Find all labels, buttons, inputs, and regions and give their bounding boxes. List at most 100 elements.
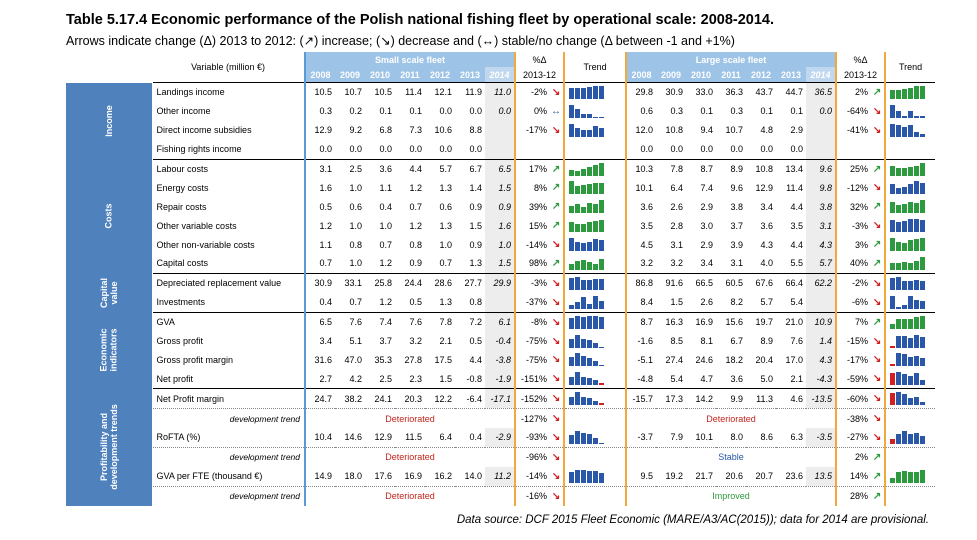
sparkline-bar (569, 104, 575, 118)
sparkline-bar (908, 124, 914, 137)
small-fleet-value: 1.6 (304, 178, 336, 198)
large-change-arrow-icon: ↘ (872, 373, 882, 385)
small-fleet-value: 1.5 (469, 220, 483, 231)
small-fleet-value: 30.9 (304, 272, 336, 293)
sparkline-bar (896, 335, 902, 348)
large-fleet-value: 67.6 (746, 272, 777, 293)
variable-label: Investments (152, 292, 306, 313)
small-fleet-value: 0.0 (469, 106, 483, 117)
sparkline-bar (581, 296, 587, 309)
small-trend-cell (563, 447, 628, 467)
large-fleet-value: 33.0 (686, 81, 717, 102)
large-fleet-value: 86.8 (626, 272, 657, 293)
large-trend-cell (884, 120, 936, 140)
sparkline-bar (599, 472, 605, 483)
sparkline (887, 123, 935, 137)
small-fleet-value: -6.4 (455, 388, 486, 410)
small-fleet-value: -1.9 (485, 369, 516, 389)
small-fleet-value: 8.8 (469, 125, 483, 136)
sparkline-bar (920, 402, 926, 406)
sparkline (566, 372, 624, 386)
small-fleet-value: 0.1 (379, 106, 393, 117)
sparkline-bar (920, 469, 926, 483)
sparkline-bar (575, 315, 581, 329)
large-fleet-value: 3.2 (670, 258, 684, 269)
small-trend-cell (563, 197, 628, 217)
table-row: development trend Deteriorated -96% ↘ Stable… (66, 447, 936, 467)
sparkline-bar (587, 129, 593, 137)
small-fleet-value: 33.1 (335, 272, 366, 293)
small-fleet-value: 6.5 (485, 158, 516, 179)
sparkline-bar (890, 438, 896, 444)
sparkline-bar (890, 184, 896, 195)
variable-header: Variable (million €) (191, 62, 265, 72)
sparkline-bar (902, 354, 908, 367)
large-pct-change: 2% (835, 81, 871, 102)
small-development-status: Deteriorated (304, 447, 516, 467)
variable-label: Repair costs (152, 197, 306, 217)
sparkline-bar (593, 85, 599, 99)
sparkline-bar (575, 87, 581, 99)
small-fleet-value: 11.9 (455, 81, 486, 102)
sparkline (887, 85, 935, 99)
small-trend-cell (563, 311, 628, 332)
small-fleet-value: 1.0 (439, 239, 453, 250)
variable-label: Depreciated replacement value (152, 272, 306, 293)
large-pct-change: -12% (835, 178, 871, 198)
sparkline-bar (896, 353, 902, 367)
small-pct-change: -14% (514, 466, 550, 487)
small-fleet-value: 12.1 (425, 81, 456, 102)
small-trend-cell (563, 178, 628, 198)
sparkline-bar (908, 240, 914, 252)
sparkline-bar (599, 278, 605, 290)
large-pct-change: 3% (835, 235, 871, 255)
large-year-header: 2013 (776, 67, 807, 83)
sparkline-bar (587, 184, 593, 195)
small-fleet-value: 3.1 (304, 158, 336, 179)
large-fleet-value: 3.5 (640, 220, 654, 231)
large-trend-header: Trend (884, 52, 936, 83)
small-fleet-value: 1.5 (485, 178, 516, 198)
small-trend-cell (563, 254, 628, 274)
large-fleet-value: 20.6 (716, 466, 747, 487)
large-pct-change: -59% (835, 369, 871, 389)
sparkline-bar (920, 133, 926, 137)
group-label-text: development trends (108, 404, 119, 490)
variable-label: Gross profit margin (152, 350, 306, 370)
group-label-costs: Costs (66, 159, 153, 274)
sparkline-bar (908, 357, 914, 367)
large-fleet-value: 24.6 (695, 354, 714, 365)
small-pct-change: -152% (514, 388, 550, 410)
small-fleet-value: 47.0 (344, 354, 363, 365)
variable-label: GVA (152, 311, 306, 332)
large-fleet-value: 62.2 (806, 272, 837, 293)
sparkline-bar (902, 394, 908, 406)
sparkline-bar (569, 277, 575, 290)
large-pct-change: -64% (835, 101, 871, 121)
large-fleet-value: 5.0 (760, 373, 774, 384)
sparkline-bar (593, 221, 599, 233)
small-fleet-value: 12.9 (365, 428, 396, 448)
large-fleet-value: -5.1 (637, 354, 654, 365)
large-fleet-value: 21.7 (686, 466, 717, 487)
sparkline-bar (581, 316, 587, 329)
sparkline-bar (896, 372, 902, 386)
sparkline-bar (890, 477, 896, 483)
sparkline-bar (581, 469, 587, 483)
small-fleet-value: 6.5 (304, 311, 336, 332)
large-fleet-value: 2.1 (790, 373, 804, 384)
small-pct-change: -93% (514, 428, 550, 448)
large-fleet-value: 14.2 (686, 388, 717, 410)
large-trend-cell (884, 178, 936, 198)
large-fleet-value: 9.5 (626, 466, 657, 487)
sparkline (566, 276, 624, 290)
sparkline-bar (587, 303, 593, 309)
sparkline-bar (920, 336, 926, 348)
large-fleet-value: 66.5 (686, 272, 717, 293)
sparkline-bar (581, 207, 587, 214)
sparkline-bar (896, 222, 902, 233)
table-row: Economic indicators GVA 6.5 7.6 7.4 7.6 7.8 7.2 6… (66, 311, 936, 389)
sparkline-bar (890, 262, 896, 270)
sparkline-bar (587, 222, 593, 233)
sparkline-bar (920, 85, 926, 99)
